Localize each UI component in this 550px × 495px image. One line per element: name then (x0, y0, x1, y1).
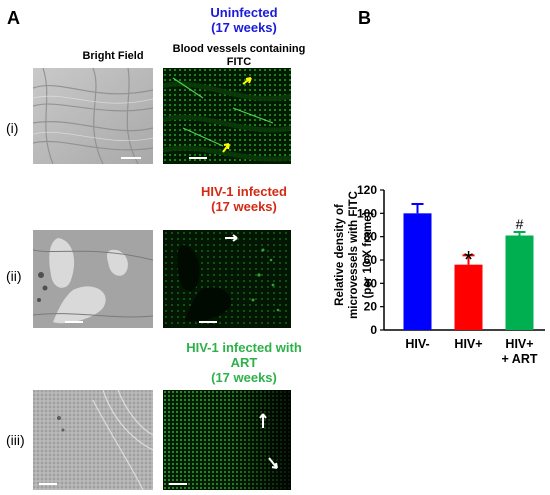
fitc-header: Blood vessels containing FITC (160, 43, 318, 69)
row-label-i: (i) (6, 120, 19, 136)
bright-field-image-uninfected (33, 68, 153, 164)
y-tick-label: 0 (370, 323, 377, 337)
category-label-1: HIV+ (454, 337, 482, 351)
y-tick-label: 20 (364, 300, 378, 314)
hiv-art-title-line2: ART (230, 355, 258, 370)
y-tick-label: 60 (364, 253, 378, 267)
uninfected-title-line1: Uninfected (210, 5, 278, 20)
bright-field-image-hiv (33, 230, 153, 328)
hiv-art-title-line3: (17 weeks) (211, 370, 277, 385)
panel-a-letter: A (7, 8, 20, 28)
fitc-image-hiv-art (163, 390, 291, 490)
uninfected-title: Uninfected (17 weeks) (164, 5, 324, 35)
row-label-iii: (iii) (6, 432, 25, 448)
fitc-image-uninfected (163, 68, 291, 164)
uninfected-title-line2: (17 weeks) (211, 20, 277, 35)
bar-2 (505, 235, 534, 330)
fitc-image-hiv (163, 230, 291, 328)
hiv-infected-title: HIV-1 infected (17 weeks) (164, 184, 324, 214)
fitc-header-line2: FITC (226, 56, 252, 68)
y-tick-label: 120 (357, 183, 377, 197)
row-label-ii: (ii) (6, 268, 22, 284)
fitc-header-line1: Blood vessels containing (172, 43, 306, 55)
category-label-0: HIV- (405, 337, 429, 351)
bar-1 (454, 264, 483, 330)
bar-0 (403, 213, 432, 330)
hiv-art-title-line1: HIV-1 infected with (186, 340, 302, 355)
hiv-infected-title-line2: (17 weeks) (211, 199, 277, 214)
significance-marker-1: * (464, 246, 473, 273)
bright-field-image-hiv-art (33, 390, 153, 490)
y-axis-label-line1: Relative density of (334, 204, 346, 306)
hiv-art-title: HIV-1 infected with ART (17 weeks) (164, 340, 324, 385)
bright-field-header: Bright Field (82, 50, 144, 62)
y-tick-label: 100 (357, 206, 377, 220)
hiv-infected-title-line1: HIV-1 infected (201, 184, 287, 199)
category-sublabel-2: + ART (502, 352, 538, 366)
significance-marker-2: # (516, 216, 524, 232)
category-label-2: HIV+ (505, 337, 533, 351)
panel-b-letter: B (358, 8, 371, 28)
y-tick-label: 80 (364, 230, 378, 244)
y-tick-label: 40 (364, 276, 378, 290)
